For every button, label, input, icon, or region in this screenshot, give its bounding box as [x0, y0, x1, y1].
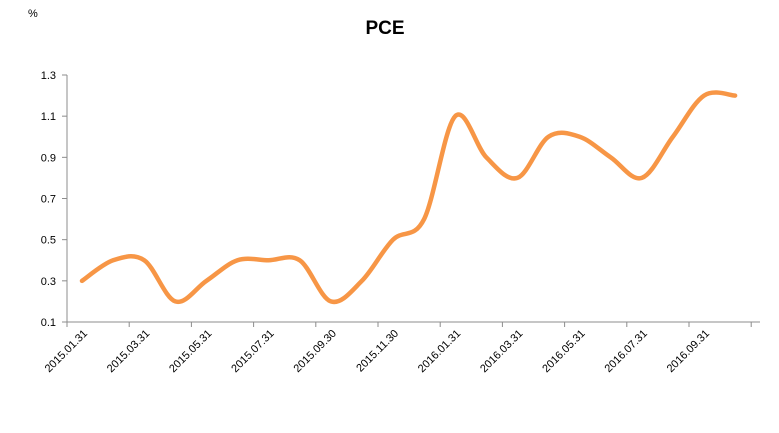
series-line: [79, 90, 738, 305]
x-tick-label: 2016.05.31: [540, 328, 587, 375]
x-tick-label: 2015.11.30: [354, 328, 401, 375]
y-tick-label: 0.7: [41, 194, 56, 206]
data-point: [702, 94, 706, 98]
y-tick-label: 0.1: [41, 317, 56, 329]
data-point: [204, 279, 208, 283]
data-point: [142, 258, 146, 262]
data-point: [515, 176, 519, 180]
chart-title: PCE: [365, 18, 404, 39]
y-tick-label: 0.5: [41, 235, 56, 247]
y-tick-label: 0.9: [41, 152, 56, 164]
y-tick-label: 1.3: [41, 70, 56, 82]
x-tick-label: 2015.03.31: [105, 328, 152, 375]
x-tick-label: 2016.07.31: [603, 328, 650, 375]
axes: 0.1 0.3 0.5 0.7 0.9 1.1 1.3 2015.01.31 2015.03.3…: [41, 70, 760, 375]
data-point: [484, 155, 488, 159]
data-point: [80, 279, 84, 283]
data-point: [609, 155, 613, 159]
x-tick-label: 2016.01.31: [416, 328, 463, 375]
series-layer: [79, 90, 738, 305]
y-tick-label: 1.1: [41, 111, 56, 123]
data-point: [267, 258, 271, 262]
data-point: [236, 258, 240, 262]
data-point: [547, 135, 551, 139]
data-point: [173, 299, 177, 303]
data-point: [391, 238, 395, 242]
data-point: [733, 94, 737, 98]
data-point: [360, 279, 364, 283]
y-axis-unit-label: %: [28, 8, 38, 20]
data-point: [578, 135, 582, 139]
x-tick-label: 2015.05.31: [167, 328, 214, 375]
x-tick-label: 2015.07.31: [229, 328, 276, 375]
y-tick-label: 0.3: [41, 276, 56, 288]
data-point: [111, 258, 115, 262]
data-point: [671, 135, 675, 139]
x-tick-label: 2016.03.31: [478, 328, 525, 375]
data-point: [640, 176, 644, 180]
x-tick-label: 2015.09.30: [292, 328, 339, 375]
x-tick-label: 2016.09.31: [665, 328, 712, 375]
data-point: [422, 217, 426, 221]
data-point: [453, 114, 457, 118]
x-tick-label: 2015.01.31: [43, 328, 90, 375]
data-point: [298, 258, 302, 262]
data-point: [329, 299, 333, 303]
